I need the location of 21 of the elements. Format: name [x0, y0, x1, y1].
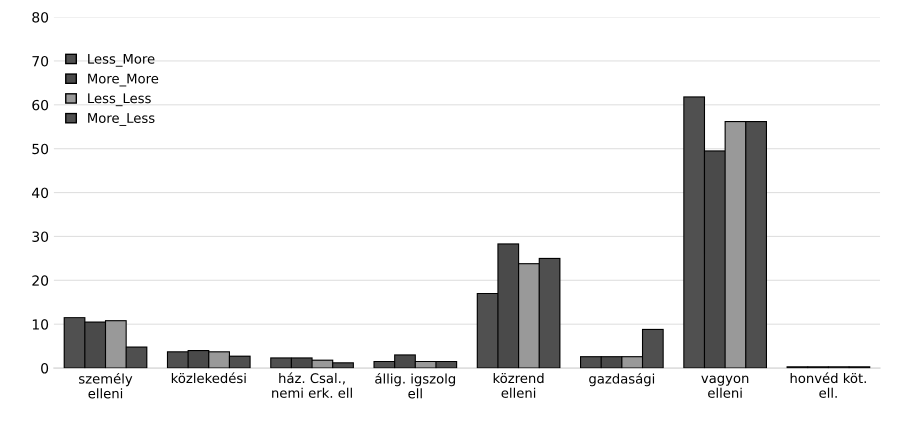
y-tick-label: 20	[32, 275, 48, 286]
legend-label: More_More	[88, 74, 158, 86]
x-tick-label: honvéd köt. ell.	[790, 372, 866, 398]
x-tick-label: közlekedési	[172, 372, 246, 384]
x-tick-label: gazdasági	[589, 372, 654, 386]
y-tick-label: 50	[32, 144, 48, 154]
y-tick-label: 10	[32, 319, 48, 330]
x-tick-label: vagyon elleni	[701, 376, 748, 398]
y-tick-label: 60	[32, 100, 48, 110]
y-tick-label: 30	[32, 231, 48, 242]
x-tick-label: ház. Csal., nemi erk. ell	[272, 372, 352, 398]
x-tick-label: állig. igszolg ell	[375, 372, 456, 398]
y-tick-label: 70	[32, 56, 48, 66]
y-tick-label: 40	[32, 188, 48, 198]
x-tick-label: közrend elleni	[494, 372, 544, 398]
x-tick-label: személy elleni	[79, 372, 132, 398]
y-tick-label: 80	[32, 12, 48, 23]
legend-label: Less_Less	[88, 93, 151, 106]
legend-label: Less_More	[88, 54, 154, 67]
y-tick-label: 0	[41, 363, 48, 374]
legend-label: More_Less	[88, 113, 155, 126]
